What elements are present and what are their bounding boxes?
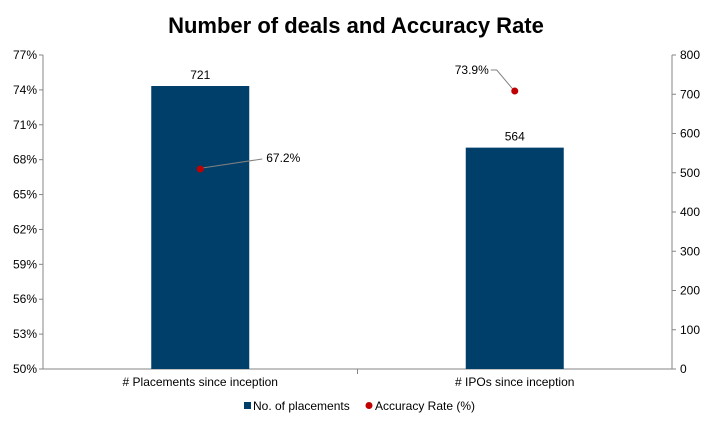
legend-swatch-bar [244, 402, 251, 409]
leader-line [202, 158, 263, 169]
y-left-tick-label: 56% [13, 292, 37, 306]
accuracy-value-label: 73.9% [455, 63, 489, 77]
plot-area: 50% 53% 56% 59% 62% 65% 68% 71% 74% 77% 0 100 200 300… [13, 48, 700, 389]
y-right-tick-label: 0 [680, 362, 687, 376]
legend-label: Accuracy Rate (%) [375, 399, 475, 413]
y-left-tick-label: 77% [13, 48, 37, 62]
accuracy-point [196, 165, 204, 173]
bar-value-label: 564 [505, 130, 525, 144]
leader-line [490, 69, 514, 90]
y-left-tick-label: 68% [13, 153, 37, 167]
bar-value-label: 721 [190, 68, 210, 82]
y-right-tick-label: 200 [680, 284, 700, 298]
y-right-tick-label: 100 [680, 323, 700, 337]
y-right-tick-label: 400 [680, 205, 700, 219]
x-tick-label: # IPOs since inception [455, 375, 574, 389]
y-left-tick-label: 50% [13, 362, 37, 376]
bar [151, 86, 250, 369]
y-right-tick-label: 800 [680, 48, 700, 62]
chart-title: Number of deals and Accuracy Rate [168, 13, 544, 38]
accuracy-point [511, 87, 519, 95]
y-left-tick-label: 59% [13, 257, 37, 271]
y-right-tick-label: 500 [680, 166, 700, 180]
y-left-tick-label: 53% [13, 327, 37, 341]
y-left-tick-label: 62% [13, 222, 37, 236]
x-tick-label: # Placements since inception [123, 375, 278, 389]
y-left-tick-label: 65% [13, 188, 37, 202]
y-right-tick-label: 600 [680, 127, 700, 141]
legend-swatch-point [365, 402, 373, 409]
y-left-tick-label: 74% [13, 83, 37, 97]
y-right-tick-label: 300 [680, 244, 700, 258]
legend-label: No. of placements [253, 399, 350, 413]
y-left-tick-label: 71% [13, 118, 37, 132]
legend: No. of placements Accuracy Rate (%) [244, 399, 475, 413]
accuracy-value-label: 67.2% [266, 151, 300, 165]
y-right-tick-label: 700 [680, 87, 700, 101]
bar [465, 147, 564, 369]
